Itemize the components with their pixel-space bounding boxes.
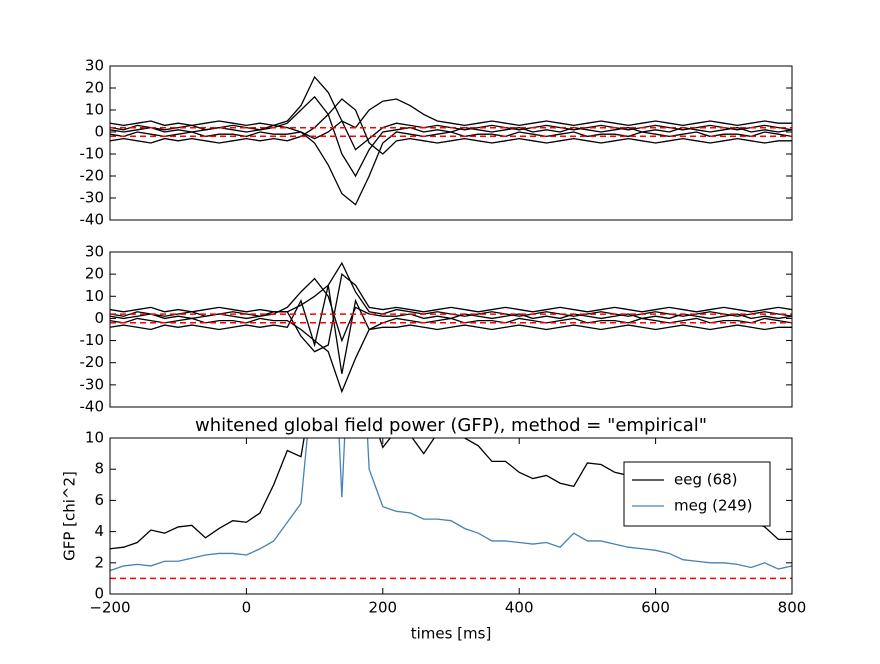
y-tick-label: 2 bbox=[94, 553, 104, 571]
y-tick-label: 30 bbox=[85, 57, 104, 75]
series-line bbox=[110, 317, 792, 394]
plot-area bbox=[110, 261, 792, 394]
series-line bbox=[110, 98, 792, 140]
y-tick-label: 0 bbox=[94, 309, 104, 327]
plot-area bbox=[110, 75, 792, 206]
legend-box bbox=[623, 461, 771, 527]
x-tick-label: 200 bbox=[368, 599, 397, 617]
x-tick-label: −200 bbox=[89, 599, 130, 617]
x-tick-label: 0 bbox=[242, 599, 252, 617]
y-tick-label: 0 bbox=[94, 123, 104, 141]
y-tick-label: -30 bbox=[80, 375, 105, 393]
series-line bbox=[110, 277, 792, 343]
x-tick-label: 600 bbox=[641, 599, 670, 617]
y-tick-label: -20 bbox=[80, 167, 105, 185]
y-tick-label: 20 bbox=[85, 265, 104, 283]
y-tick-label: -20 bbox=[80, 353, 105, 371]
y-axis-label: GFP [chi^2] bbox=[61, 471, 79, 561]
series-line bbox=[110, 272, 792, 353]
y-tick-label: -30 bbox=[80, 189, 105, 207]
series-line bbox=[110, 75, 792, 151]
y-tick-label: 4 bbox=[94, 522, 104, 540]
y-tick-label: 20 bbox=[85, 79, 104, 97]
axes-frame bbox=[109, 251, 793, 408]
axes-frame bbox=[109, 65, 793, 221]
x-axis-label: times [ms] bbox=[411, 625, 492, 643]
y-tick-label: -10 bbox=[80, 331, 105, 349]
y-tick-label: 10 bbox=[85, 429, 104, 447]
y-tick-label: 30 bbox=[85, 243, 104, 261]
axes-frame bbox=[109, 437, 793, 595]
y-tick-label: 10 bbox=[85, 287, 104, 305]
series-line bbox=[110, 438, 792, 572]
series-line bbox=[110, 285, 792, 374]
x-tick-label: 800 bbox=[778, 599, 807, 617]
legend-label: meg (249) bbox=[674, 497, 752, 515]
x-tick-label: 400 bbox=[505, 599, 534, 617]
y-tick-label: 8 bbox=[94, 460, 104, 478]
y-tick-label: 10 bbox=[85, 101, 104, 119]
series-line bbox=[110, 98, 792, 155]
legend-label: eeg (68) bbox=[674, 471, 738, 489]
y-tick-label: -40 bbox=[80, 211, 105, 229]
series-line bbox=[110, 131, 792, 206]
y-tick-label: 0 bbox=[94, 585, 104, 603]
y-tick-label: -40 bbox=[80, 398, 105, 416]
y-tick-label: 6 bbox=[94, 491, 104, 509]
chart-title: whitened global field power (GFP), metho… bbox=[195, 415, 707, 436]
y-tick-label: -10 bbox=[80, 145, 105, 163]
